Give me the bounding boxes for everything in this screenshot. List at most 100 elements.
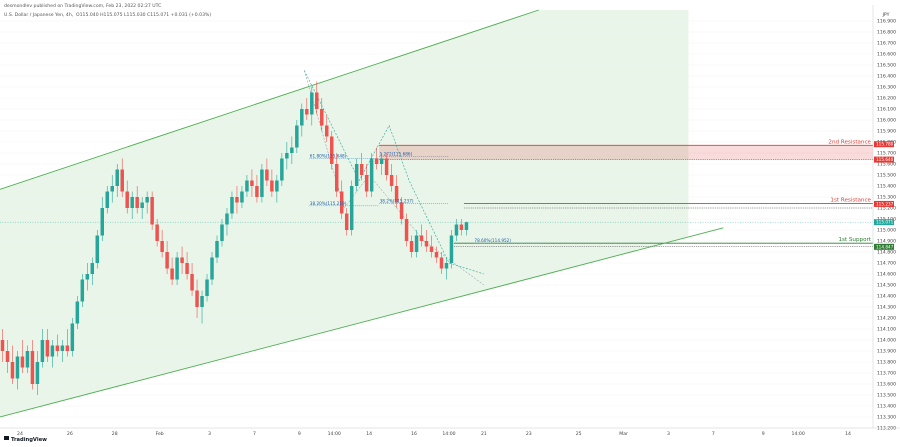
candle (275, 175, 279, 203)
candle-body (120, 169, 124, 192)
candle-body (115, 169, 119, 186)
candle (100, 197, 105, 241)
x-tick-label: Feb (156, 431, 164, 437)
tradingview-logo[interactable]: TradingView (4, 436, 47, 443)
candle-body (320, 109, 324, 126)
candle (60, 340, 65, 362)
candle-body (25, 351, 30, 368)
y-tick-label: 116.400 (877, 74, 896, 80)
candle-body (404, 219, 409, 241)
candle-body (5, 351, 10, 362)
y-tick-label: 113.200 (877, 426, 896, 432)
candle (105, 186, 110, 214)
candle (265, 158, 269, 186)
candle (210, 252, 214, 285)
candle (165, 241, 169, 274)
candle-body (414, 235, 419, 252)
candle (384, 153, 389, 181)
x-tick-label: 9 (298, 431, 301, 437)
price-tag-bg (874, 141, 894, 148)
price-tag-text: 115.237 (876, 201, 894, 206)
candle (155, 219, 159, 247)
candle (90, 257, 95, 285)
y-tick-label: 114.200 (877, 316, 896, 322)
candle-body (110, 186, 114, 192)
candle-body (200, 296, 204, 307)
candle-body (354, 164, 359, 186)
candle (125, 180, 129, 214)
candle (404, 213, 409, 247)
candle-body (250, 180, 254, 186)
x-tick-label: 25 (576, 431, 582, 437)
candle-body (160, 241, 164, 252)
candle (20, 340, 25, 373)
y-tick-label: 113.400 (877, 404, 896, 410)
y-tick-label: 114.900 (877, 239, 896, 245)
candle (389, 164, 394, 192)
y-tick-label: 115.600 (877, 162, 896, 168)
candle (35, 351, 40, 395)
candle-body (449, 235, 454, 263)
candle-body (389, 175, 394, 186)
candle-body (359, 164, 364, 175)
price-tag-bg (874, 243, 894, 250)
y-tick-label: 116.200 (877, 96, 896, 102)
y-tick-label: 114.500 (877, 283, 896, 289)
candle (160, 230, 164, 258)
candle-body (305, 109, 309, 115)
candle-body (334, 164, 339, 192)
y-tick-label: 114.700 (877, 261, 896, 267)
candle-body (429, 246, 434, 252)
candle (364, 164, 369, 197)
candle (305, 98, 309, 120)
candle-body (230, 197, 234, 214)
y-tick-label: 116.800 (877, 30, 896, 36)
candle-body (90, 263, 95, 274)
candle-body (285, 153, 289, 159)
candle (45, 329, 50, 362)
candle (40, 329, 45, 368)
candle (25, 345, 30, 373)
candle (270, 169, 274, 197)
candle-body (185, 263, 189, 274)
candle-body (364, 175, 369, 192)
price-tag-bg (874, 219, 894, 226)
fib-label: 1.272(115.686) (380, 151, 413, 156)
y-tick-label: 115.200 (877, 206, 896, 212)
candle (300, 103, 304, 137)
candle (439, 252, 444, 274)
y-tick-label: 116.700 (877, 41, 896, 47)
candle-body (55, 345, 60, 351)
candle (170, 257, 174, 285)
candle-body (65, 345, 70, 351)
x-tick-label: 7 (253, 431, 256, 437)
candle-body (10, 362, 15, 379)
candle (260, 164, 264, 203)
candle-body (30, 351, 35, 384)
candle-body (379, 158, 384, 164)
y-tick-label: 115.000 (877, 228, 896, 234)
candle (215, 235, 219, 263)
x-tick-label: 16 (411, 431, 417, 437)
candle (15, 351, 20, 390)
candle-body (290, 147, 294, 153)
price-tag-text: 114.847 (876, 244, 894, 249)
candle (30, 340, 35, 390)
x-tick-label: 26 (67, 431, 73, 437)
x-tick-label: 21 (481, 431, 487, 437)
candle (120, 158, 124, 197)
fib-label: 38.20%(115.219) (310, 201, 347, 206)
candle-body (210, 257, 214, 280)
candle-body (424, 241, 429, 247)
candle-body (50, 345, 55, 357)
tradingview-logo-icon (4, 436, 9, 440)
price-tag: 115.237 (874, 200, 894, 207)
candle-body (45, 340, 50, 357)
candle-body (329, 136, 334, 164)
candle-body (145, 197, 149, 203)
candle-body (434, 252, 439, 258)
price-tag-text: 115.780 (876, 142, 894, 147)
y-tick-label: 115.900 (877, 129, 896, 135)
candle (290, 136, 294, 164)
